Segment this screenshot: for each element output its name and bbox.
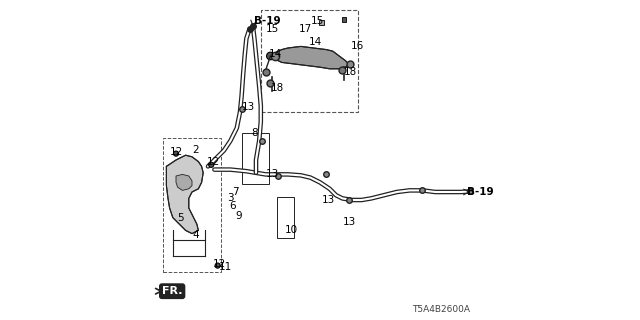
Text: 6: 6 [229, 201, 236, 212]
Circle shape [215, 263, 220, 268]
Text: 2: 2 [192, 145, 198, 156]
Text: 13: 13 [342, 217, 356, 228]
Text: 10: 10 [285, 225, 298, 236]
Polygon shape [166, 155, 204, 234]
Text: T5A4B2600A: T5A4B2600A [412, 305, 470, 314]
Text: 15: 15 [310, 16, 324, 26]
Circle shape [266, 52, 274, 60]
Text: 14: 14 [309, 36, 322, 47]
Circle shape [173, 151, 179, 156]
Polygon shape [275, 46, 349, 69]
Text: 7: 7 [232, 187, 239, 197]
Text: 13: 13 [242, 102, 255, 112]
Text: 5: 5 [178, 212, 184, 223]
Polygon shape [176, 174, 192, 190]
Text: 16: 16 [351, 41, 364, 52]
Text: 12: 12 [206, 156, 220, 167]
Text: 12: 12 [170, 147, 183, 157]
Text: 15: 15 [266, 24, 279, 34]
Text: FR.: FR. [162, 286, 182, 296]
Text: 9: 9 [236, 211, 242, 221]
Text: 18: 18 [344, 67, 357, 77]
Bar [277, 197, 294, 238]
Text: 11: 11 [219, 262, 232, 272]
Text: 8: 8 [251, 128, 258, 138]
Text: B-19: B-19 [467, 187, 494, 197]
Bar [261, 10, 358, 112]
Text: 3: 3 [227, 193, 234, 204]
Text: 17: 17 [300, 24, 312, 34]
Text: 12: 12 [212, 259, 226, 269]
Bar [242, 133, 269, 184]
Bar [319, 20, 324, 25]
Text: 13: 13 [266, 169, 279, 180]
Bar [163, 138, 221, 272]
Text: B-19: B-19 [254, 16, 281, 26]
Text: 4: 4 [192, 230, 198, 240]
Circle shape [209, 162, 214, 167]
Text: 13: 13 [322, 195, 335, 205]
Text: 14: 14 [269, 49, 282, 60]
Text: 18: 18 [270, 83, 284, 93]
Bar [342, 17, 346, 22]
